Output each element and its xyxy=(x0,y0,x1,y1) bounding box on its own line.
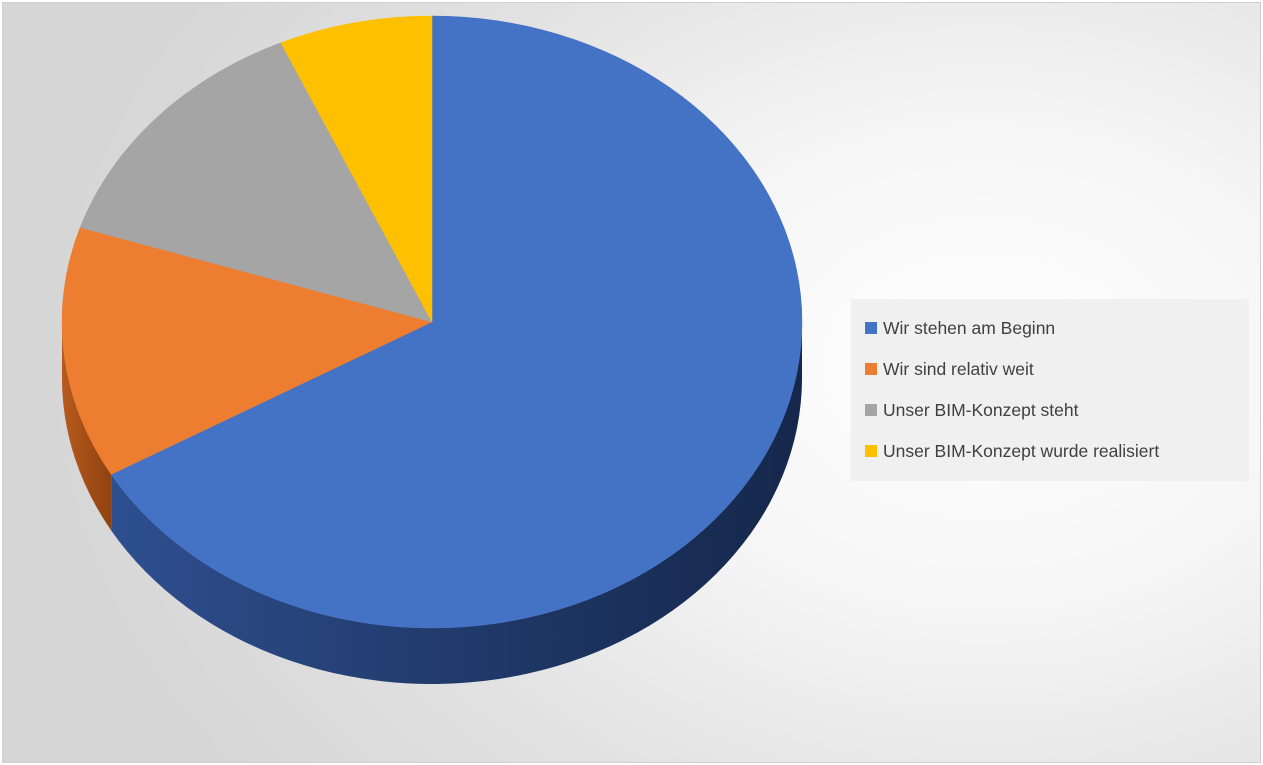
legend-swatch xyxy=(865,445,877,457)
legend-label: Unser BIM-Konzept wurde realisiert xyxy=(883,440,1160,461)
pie-slice-side xyxy=(111,322,803,685)
pie-sides xyxy=(62,322,803,685)
pie-slice xyxy=(110,15,803,629)
legend-item: Unser BIM-Konzept wurde realisiert xyxy=(865,433,1249,469)
pie-slice-side xyxy=(62,322,112,531)
legend-item: Unser BIM-Konzept steht xyxy=(865,392,1249,428)
legend-label: Unser BIM-Konzept steht xyxy=(883,399,1079,420)
pie-tops xyxy=(61,15,803,629)
legend-label: Wir stehen am Beginn xyxy=(883,317,1056,338)
legend: Wir stehen am Beginn Wir sind relativ we… xyxy=(851,299,1249,481)
legend-swatch xyxy=(865,363,877,375)
pie-chart xyxy=(61,15,803,685)
pie-slice xyxy=(280,15,433,323)
legend-item: Wir stehen am Beginn xyxy=(865,310,1249,346)
pie-slice xyxy=(79,42,433,323)
legend-label: Wir sind relativ weit xyxy=(883,358,1034,379)
legend-swatch xyxy=(865,322,877,334)
pie-slice xyxy=(61,227,433,475)
legend-item: Wir sind relativ weit xyxy=(865,351,1249,387)
legend-swatch xyxy=(865,404,877,416)
